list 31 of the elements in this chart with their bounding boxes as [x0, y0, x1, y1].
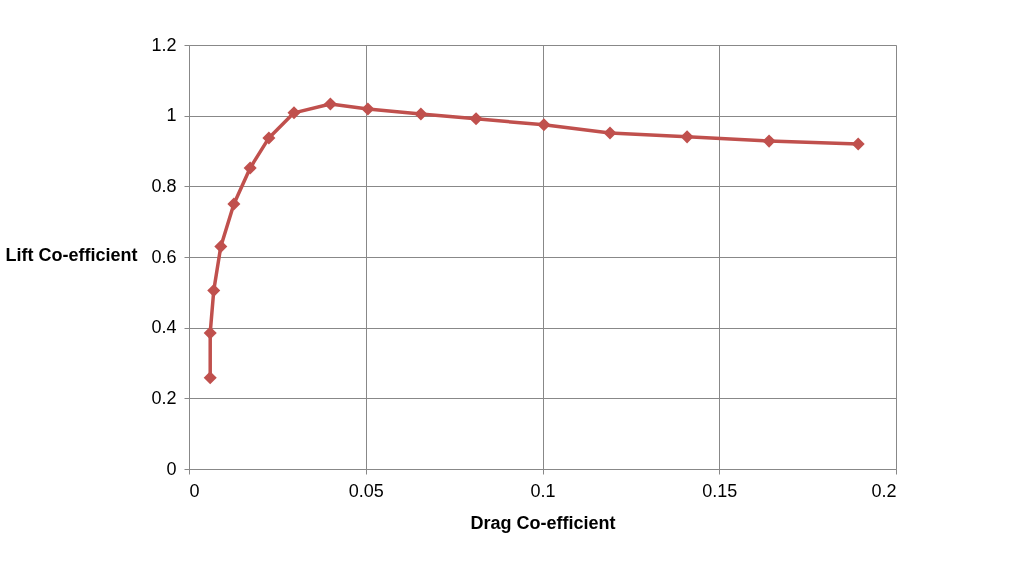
x-tick-label: 0 [189, 480, 200, 501]
y-tick-label: 0.2 [151, 387, 177, 408]
point [361, 102, 375, 116]
y-tick-label: 0.8 [151, 175, 177, 196]
point [203, 371, 217, 385]
point [323, 97, 337, 111]
point [203, 326, 217, 340]
point [762, 134, 776, 148]
point [603, 126, 617, 140]
point [243, 161, 257, 175]
y-tick-label: 1 [166, 105, 177, 126]
point [262, 131, 276, 145]
point [207, 284, 221, 298]
x-axis-title: Drag Co-efficient [470, 512, 616, 533]
point [227, 197, 241, 211]
point [680, 130, 694, 144]
point [851, 137, 865, 151]
y-tick-label: 0.4 [151, 317, 177, 338]
point [537, 118, 551, 132]
x-tick-label: 0.2 [871, 480, 897, 501]
y-tick-label: 0 [166, 458, 177, 479]
point [414, 107, 428, 121]
y-tick-label: 1.2 [151, 34, 177, 55]
point [469, 112, 483, 126]
x-tick-label: 0.1 [530, 480, 556, 501]
point [214, 239, 228, 253]
x-tick-label: 0.05 [348, 480, 384, 501]
x-tick-label: 0.15 [702, 480, 738, 501]
point [287, 106, 301, 120]
y-axis-title: Lift Co-efficient [5, 244, 138, 265]
y-tick-label: 0.6 [151, 246, 177, 267]
